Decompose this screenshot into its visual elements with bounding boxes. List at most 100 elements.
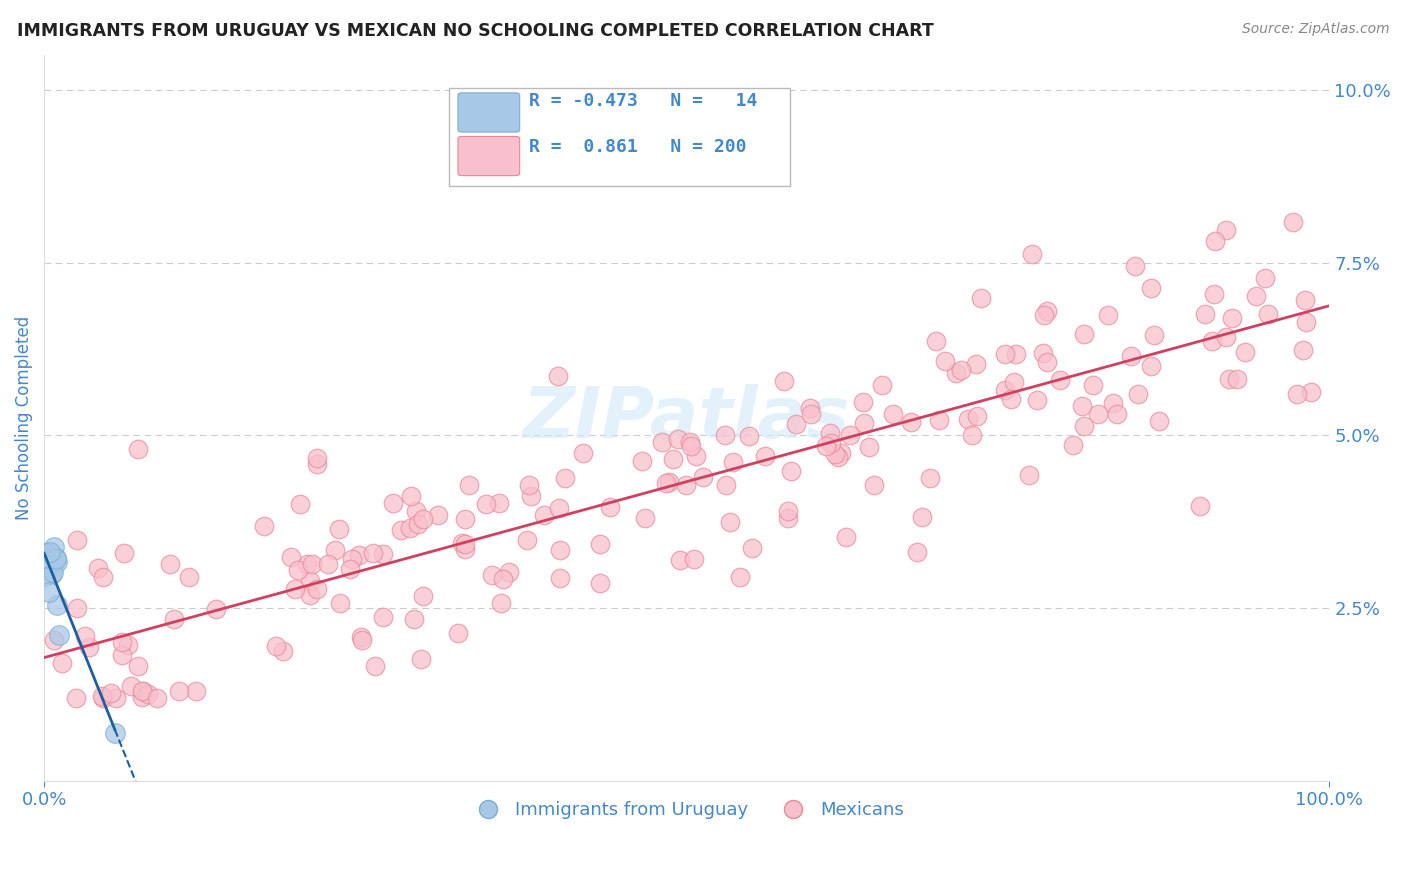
Point	[307, 582, 329, 596]
Point	[288, 497, 311, 511]
Point	[956, 412, 979, 426]
Point	[651, 435, 673, 450]
Point	[1033, 308, 1056, 322]
Point	[45, 555, 67, 569]
Point	[339, 562, 361, 576]
Point	[316, 557, 339, 571]
Point	[1295, 315, 1317, 329]
Point	[1215, 223, 1237, 237]
Point	[489, 596, 512, 610]
Point	[87, 561, 110, 575]
Point	[350, 630, 373, 644]
Point	[1204, 286, 1226, 301]
Point	[66, 533, 89, 548]
Point	[389, 523, 412, 537]
Point	[45, 598, 67, 612]
Point	[776, 503, 799, 517]
Point	[728, 569, 751, 583]
Point	[966, 409, 988, 423]
Point	[117, 638, 139, 652]
Point	[1062, 438, 1084, 452]
Point	[533, 508, 555, 523]
Point	[131, 684, 153, 698]
Point	[839, 428, 862, 442]
Point	[969, 291, 991, 305]
Point	[820, 435, 842, 450]
Point	[818, 426, 841, 441]
Point	[447, 626, 470, 640]
Point	[373, 547, 395, 561]
Point	[299, 588, 322, 602]
Point	[853, 416, 876, 430]
Point	[66, 601, 89, 615]
Point	[1246, 289, 1268, 303]
Point	[1128, 386, 1150, 401]
Point	[454, 512, 477, 526]
Point	[741, 541, 763, 556]
Point	[685, 449, 707, 463]
Point	[785, 417, 807, 431]
Point	[1149, 414, 1171, 428]
Point	[399, 489, 422, 503]
Point	[1036, 354, 1059, 368]
Point	[1073, 327, 1095, 342]
Point	[34, 569, 56, 583]
Text: R = -0.473   N =   14: R = -0.473 N = 14	[529, 92, 756, 110]
Point	[516, 533, 538, 547]
Point	[738, 428, 761, 442]
Point	[994, 347, 1017, 361]
Point	[1102, 395, 1125, 409]
Point	[669, 553, 692, 567]
Point	[111, 634, 134, 648]
Point	[772, 374, 794, 388]
Point	[554, 470, 576, 484]
Point	[307, 458, 329, 472]
Point	[475, 497, 498, 511]
Point	[945, 366, 967, 380]
Point	[412, 512, 434, 526]
Point	[994, 383, 1017, 397]
Point	[965, 357, 987, 371]
Point	[780, 464, 803, 478]
Point	[112, 546, 135, 560]
Point	[547, 500, 569, 515]
Point	[34, 546, 56, 560]
Point	[1194, 307, 1216, 321]
Point	[405, 504, 427, 518]
Point	[398, 521, 420, 535]
Point	[73, 629, 96, 643]
Point	[928, 413, 950, 427]
Point	[824, 447, 846, 461]
Point	[131, 690, 153, 704]
Point	[1282, 215, 1305, 229]
Point	[488, 496, 510, 510]
Point	[323, 542, 346, 557]
FancyBboxPatch shape	[458, 93, 520, 132]
Point	[662, 452, 685, 467]
Point	[1005, 347, 1028, 361]
Point	[1140, 359, 1163, 373]
Point	[1083, 378, 1105, 392]
Point	[301, 557, 323, 571]
Point	[634, 511, 657, 525]
Point	[167, 684, 190, 698]
Point	[900, 415, 922, 429]
Point	[79, 640, 101, 654]
Point	[132, 683, 155, 698]
Point	[1087, 407, 1109, 421]
Point	[120, 680, 142, 694]
Point	[1025, 393, 1047, 408]
Point	[815, 439, 838, 453]
Point	[835, 530, 858, 544]
Point	[1299, 384, 1322, 399]
Point	[91, 691, 114, 706]
Point	[830, 445, 852, 459]
Point	[1218, 372, 1240, 386]
Point	[111, 648, 134, 662]
Point	[1220, 310, 1243, 325]
Point	[361, 546, 384, 560]
Point	[1018, 467, 1040, 482]
Point	[692, 469, 714, 483]
Point	[65, 691, 87, 706]
Point	[457, 478, 479, 492]
